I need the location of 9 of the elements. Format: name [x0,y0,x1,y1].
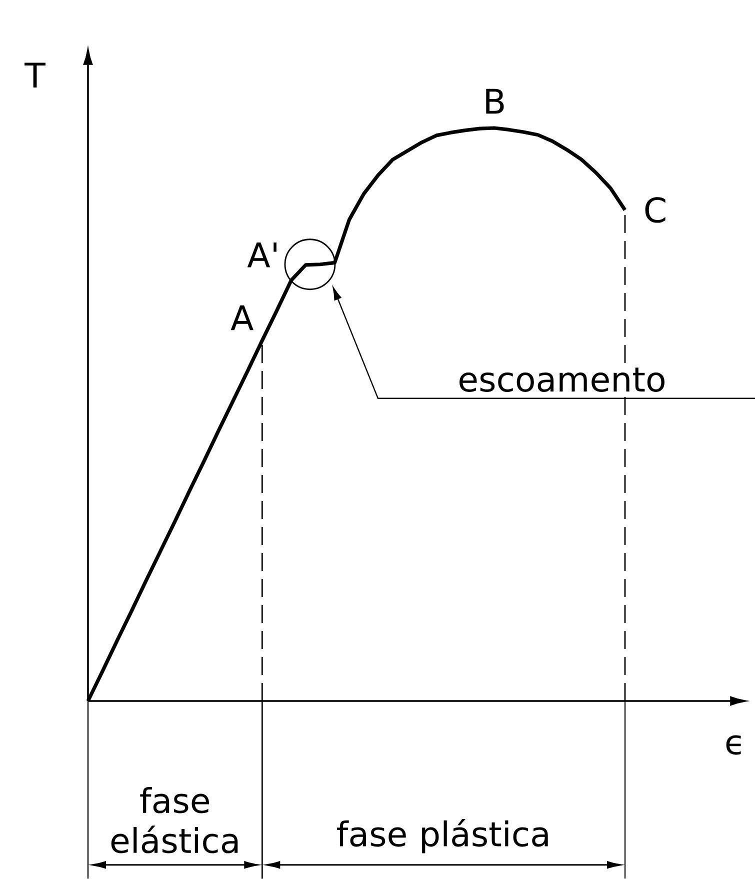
annotation: A [230,305,254,330]
annotation: escoamento [460,368,664,392]
annotation: A' [247,242,276,268]
x-axis-title: ϵ [726,735,741,755]
y-axis-title: T [24,62,46,88]
text: fase elástica [111,786,238,854]
text: B [486,88,504,114]
text: C [645,197,666,223]
text: fase plástica [337,819,548,854]
